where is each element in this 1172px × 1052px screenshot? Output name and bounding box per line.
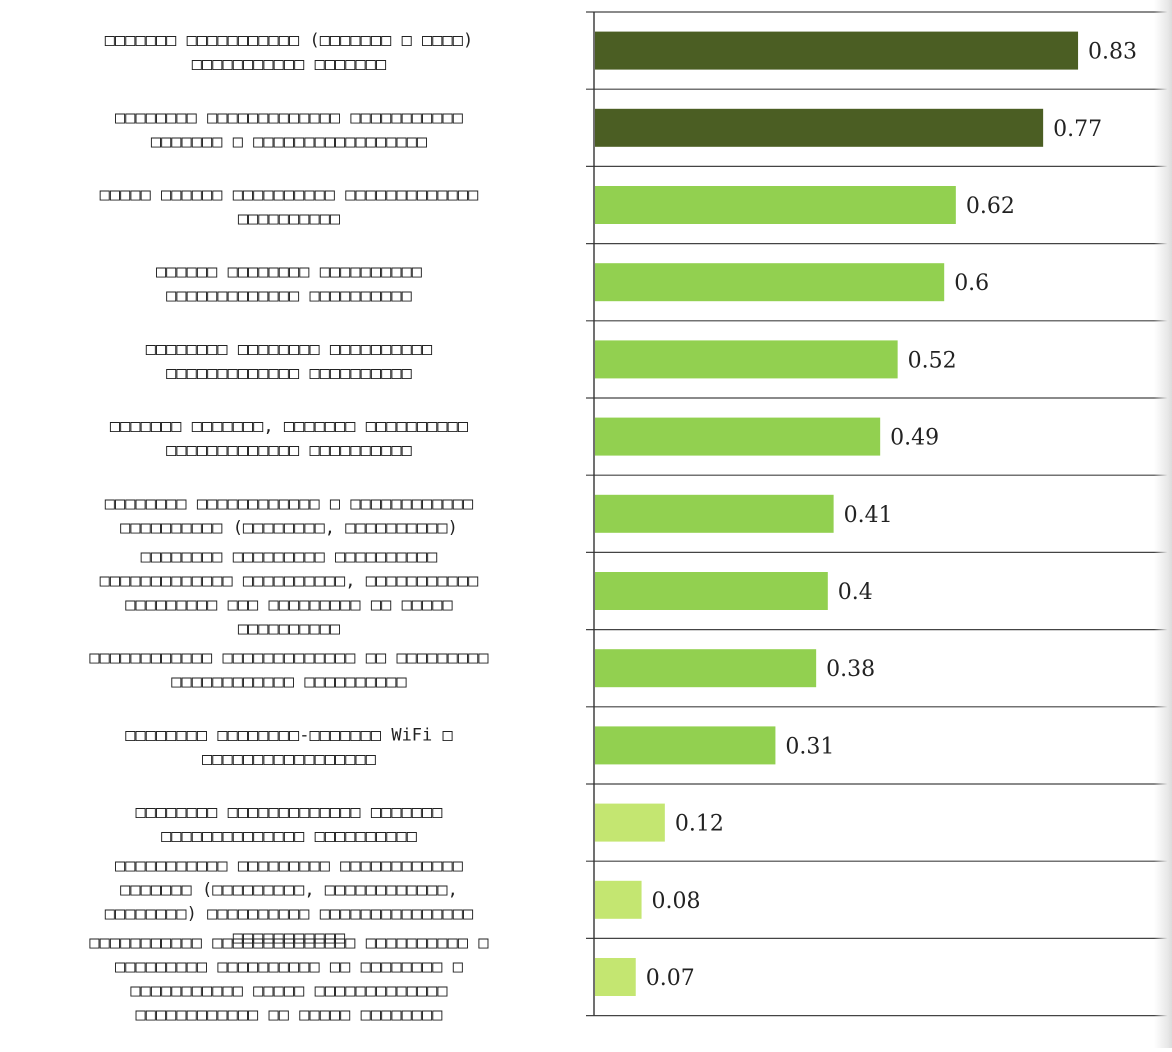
category-label: □□□□□□□□□□□□□ □□□□□□□□□□, □□□□□□□□□□□ bbox=[100, 571, 479, 591]
data-label: 0.52 bbox=[908, 348, 957, 373]
data-label: 0.08 bbox=[652, 889, 701, 914]
bar bbox=[595, 186, 956, 224]
bar bbox=[595, 108, 1044, 147]
category-label: □□□□□□□□ □□□□□□□□□□□□ □ □□□□□□□□□□□□ bbox=[105, 494, 474, 514]
category-label: □□□□□□ □□□□□□□□ □□□□□□□□□□ bbox=[156, 262, 423, 282]
bar bbox=[595, 803, 665, 842]
category-label: □□□□□□□□□□□□ □□□□□□□□□□□□□ □□ □□□□□□□□□ bbox=[89, 648, 489, 668]
category-label: □□□□□□□□□□□ □□□□□□□□□ □□□□□□□□□□□□ bbox=[115, 856, 464, 876]
category-label: □□□□□□□□□ □□□ □□□□□□□□□ □□ □□□□□ bbox=[125, 595, 453, 615]
bar bbox=[595, 31, 1079, 70]
category-label: □□□□□□□ □□□□□□□□□□□ (□□□□□□□ □ □□□□) bbox=[105, 31, 473, 51]
data-label: 0.77 bbox=[1053, 117, 1102, 142]
bar bbox=[595, 958, 636, 996]
category-label: □□□□□□□□□□□□□ □□□□□□□□□□ bbox=[166, 286, 412, 306]
category-label: □□□□□□□□ □□□□□□□□□ □□□□□□□□□□ bbox=[141, 547, 439, 567]
category-label: □□□□□□□□□□□ bbox=[233, 928, 346, 948]
bar bbox=[595, 263, 945, 302]
bar bbox=[595, 880, 642, 919]
category-label: □□□□□□□□) □□□□□□□□□□ □□□□□□□□□□□□□□□ bbox=[105, 904, 474, 924]
data-label: 0.07 bbox=[646, 966, 695, 991]
category-label: □□□□□□□□ □□□□□□□□□□□□□ □□□□□□□□□□□ bbox=[115, 108, 464, 128]
bar bbox=[595, 726, 776, 765]
category-label: □□□□□□□□□□□ □□□□□□□□□□□□□□ □□□□□□□□□□ □ bbox=[89, 933, 489, 953]
bar bbox=[595, 572, 828, 610]
category-label: □□□□□□□□□ □□□□□□□□□□ □□ □□□□□□□□ □ bbox=[115, 957, 464, 977]
category-label: □□□□□□□ □□□□□□□, □□□□□□□ □□□□□□□□□□ bbox=[110, 417, 469, 437]
category-label: □□□□□□□□□□□ □□□□□ □□□□□□□□□□□□□ bbox=[130, 981, 448, 1001]
data-label: 0.41 bbox=[844, 503, 893, 528]
category-label: □□□□□□□□□□ bbox=[238, 619, 341, 639]
bar bbox=[595, 417, 881, 456]
category-label: □□□□□□□□□□□□□ □□□□□□□□□□ bbox=[166, 441, 412, 461]
data-label: 0.4 bbox=[838, 580, 873, 605]
data-label: 0.83 bbox=[1088, 40, 1137, 65]
data-label: 0.31 bbox=[785, 734, 834, 759]
category-label: □□□□□□□□□□□ □□□□□□□ bbox=[192, 55, 387, 75]
data-label: 0.62 bbox=[966, 194, 1015, 219]
category-label: □□□□□□□□□□□□□□ □□□□□□□□□□ bbox=[161, 827, 418, 847]
category-label: □□□□□□□□□□ bbox=[238, 209, 341, 229]
data-label: 0.6 bbox=[954, 271, 989, 296]
category-label: □□□□□ □□□□□□ □□□□□□□□□□ □□□□□□□□□□□□□ bbox=[100, 185, 479, 205]
bar bbox=[595, 494, 834, 533]
data-label: 0.12 bbox=[675, 812, 724, 837]
bar bbox=[595, 649, 817, 688]
data-label: 0.38 bbox=[826, 657, 875, 682]
right-edge-shadow bbox=[1154, 0, 1172, 1048]
category-label: □□□□□□□□ □□□□□□□□□□□□□ □□□□□□□ bbox=[135, 803, 443, 823]
category-label: □□□□□□□ (□□□□□□□□□, □□□□□□□□□□□□, bbox=[120, 880, 458, 900]
category-label: □□□□□□□□□□□□ □□ □□□□□ □□□□□□□□ bbox=[135, 1005, 443, 1025]
bar bbox=[595, 340, 898, 379]
category-label: □□□□□□□□□□□□ □□□□□□□□□□ bbox=[171, 672, 407, 692]
category-label: □□□□□□□□ □□□□□□□□-□□□□□□□ WiFi □ bbox=[125, 725, 453, 745]
category-label: □□□□□□□□ □□□□□□□□ □□□□□□□□□□ bbox=[146, 339, 433, 359]
category-label: □□□□□□□□□□ (□□□□□□□□, □□□□□□□□□□) bbox=[120, 518, 458, 538]
category-label: □□□□□□□□□□□□□□□□□ bbox=[202, 749, 377, 769]
category-label: □□□□□□□ □ □□□□□□□□□□□□□□□□□ bbox=[151, 132, 428, 152]
category-label: □□□□□□□□□□□□□ □□□□□□□□□□ bbox=[166, 363, 412, 383]
data-label: 0.49 bbox=[890, 426, 939, 451]
